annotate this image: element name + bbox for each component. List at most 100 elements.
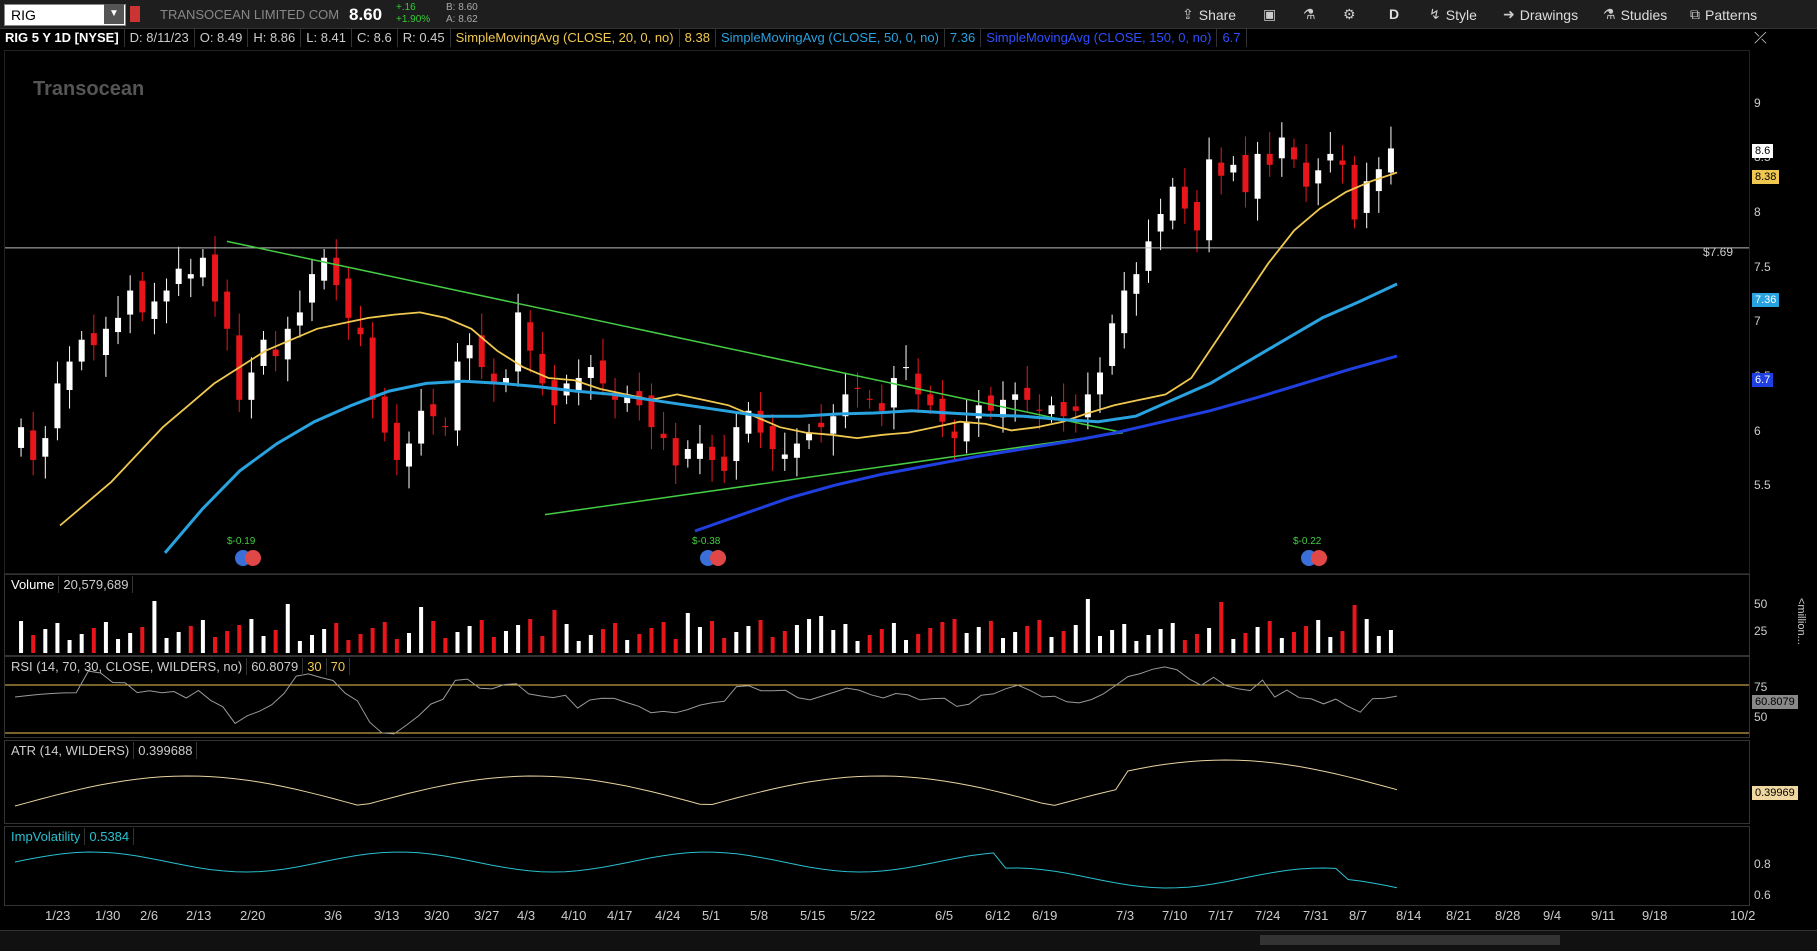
- volume-bar: [91, 628, 96, 653]
- studies-button[interactable]: ⚗ Studies: [1603, 6, 1667, 23]
- volume-bar: [552, 610, 557, 653]
- date-label: 3/20: [424, 908, 450, 923]
- date-label: 5/1: [702, 908, 721, 923]
- volume-bar: [249, 619, 254, 653]
- volume-bar: [431, 621, 436, 653]
- date-label: 7/10: [1162, 908, 1188, 923]
- atr-pane[interactable]: ATR (14, WILDERS) 0.399688: [4, 740, 1750, 824]
- date-label: 2/6: [140, 908, 159, 923]
- candle-body: [127, 290, 134, 315]
- sma50-label[interactable]: SimpleMovingAvg (CLOSE, 50, 0, no): [716, 28, 945, 47]
- volume-bar: [273, 630, 278, 653]
- volume-bar: [1255, 627, 1260, 653]
- last-price: 8.60: [349, 5, 383, 24]
- volume-bar: [1267, 621, 1272, 653]
- sma20-line: [59, 171, 1398, 527]
- candle-body: [296, 312, 303, 326]
- volume-bar: [225, 631, 230, 653]
- volume-bar: [1194, 634, 1199, 653]
- earnings-label: $-0.22: [1293, 536, 1322, 547]
- candle-body: [1387, 148, 1394, 173]
- style-button[interactable]: ↯ Style: [1429, 6, 1477, 23]
- volume-bar: [1182, 640, 1187, 653]
- volume-bar: [79, 634, 84, 653]
- candle-body: [1303, 162, 1310, 187]
- news-button[interactable]: ▣: [1263, 6, 1276, 23]
- lab-button[interactable]: ⚗: [1303, 6, 1316, 23]
- candle-body: [793, 443, 800, 458]
- drawings-button[interactable]: ➜ Drawings: [1503, 6, 1578, 23]
- period-button[interactable]: D: [1389, 6, 1399, 22]
- rsi-low: 30: [303, 658, 327, 675]
- crosshair-icon[interactable]: ⤫: [1754, 30, 1767, 47]
- candle-body: [1169, 186, 1176, 221]
- candle-body: [1266, 153, 1273, 165]
- candle-body: [1109, 323, 1116, 366]
- candle-body: [745, 410, 752, 434]
- volume-bar: [734, 632, 739, 653]
- candle-body: [1048, 405, 1055, 415]
- rsi-pane[interactable]: RSI (14, 70, 30, CLOSE, WILDERS, no) 60.8…: [4, 656, 1750, 738]
- sma20-label[interactable]: SimpleMovingAvg (CLOSE, 20, 0, no): [451, 28, 680, 47]
- study-header: RIG 5 Y 1D [NYSE] D: 8/11/23 O: 8.49 H: 8.8…: [0, 28, 1750, 50]
- volume-chart[interactable]: [5, 575, 1749, 655]
- sma150-label[interactable]: SimpleMovingAvg (CLOSE, 150, 0, no): [981, 28, 1218, 47]
- change-percent: +1.90%: [396, 14, 431, 25]
- atr-chart[interactable]: [5, 741, 1749, 823]
- candle-body: [1036, 409, 1043, 411]
- candle-body: [454, 361, 461, 431]
- ask-value: A: 8.62: [446, 14, 478, 25]
- candle-body: [42, 438, 49, 457]
- volume-pane[interactable]: Volume 20,579,689: [4, 574, 1750, 656]
- impvol-pane[interactable]: ImpVolatility 0.5384: [4, 826, 1750, 906]
- volume-bar: [358, 634, 363, 653]
- candle-body: [890, 377, 897, 408]
- volume-bar: [976, 627, 981, 653]
- rsi-chart[interactable]: [5, 657, 1749, 737]
- symbol-input[interactable]: RIG: [4, 4, 126, 26]
- symbol-dropdown-icon[interactable]: ▼: [104, 4, 124, 24]
- share-label: Share: [1198, 6, 1237, 23]
- volume-bar: [528, 619, 533, 653]
- candle-body: [284, 328, 291, 360]
- bid-ask: B: 8.60 A: 8.62: [446, 2, 478, 26]
- candle-body: [1218, 162, 1225, 176]
- scrollbar[interactable]: [0, 930, 1817, 951]
- impvol-value: 0.5384: [85, 828, 135, 845]
- patterns-icon: ⧉: [1690, 6, 1700, 22]
- candle-body: [854, 387, 861, 389]
- scroll-thumb[interactable]: [1260, 935, 1560, 945]
- flask-icon: ⚗: [1303, 6, 1316, 22]
- flag-icon[interactable]: [130, 6, 140, 22]
- volume-bar: [1085, 599, 1090, 653]
- settings-button[interactable]: ⚙: [1343, 6, 1356, 23]
- date-label: 3/6: [324, 908, 343, 923]
- volume-bar: [1037, 620, 1042, 653]
- volume-bar: [891, 623, 896, 653]
- candle-body: [369, 337, 376, 400]
- candle-body: [551, 380, 558, 406]
- volume-bar: [164, 638, 169, 653]
- dividend-icon: [1311, 550, 1327, 566]
- impvol-chart[interactable]: [5, 827, 1749, 905]
- share-button[interactable]: ⇪ Share: [1182, 6, 1236, 23]
- volume-bar: [1352, 605, 1357, 653]
- candle-body: [430, 404, 437, 417]
- style-label: Style: [1445, 6, 1477, 23]
- price-pane[interactable]: Transocean $-0.19 $-0.38 $-0.22: [4, 50, 1750, 574]
- arrow-right-icon: ➜: [1503, 6, 1515, 22]
- candle-body: [624, 394, 631, 404]
- volume-bar: [200, 620, 205, 653]
- candle-body: [30, 430, 37, 460]
- candle-body: [1242, 155, 1249, 193]
- candle-body: [975, 405, 982, 419]
- price-chart[interactable]: Transocean $-0.19 $-0.38 $-0.22: [5, 51, 1749, 573]
- candle-body: [781, 454, 788, 459]
- candle-body: [818, 422, 825, 428]
- volume-bar: [710, 621, 715, 653]
- date-label: 8/21: [1446, 908, 1472, 923]
- candle-body: [806, 432, 813, 441]
- patterns-button[interactable]: ⧉ Patterns: [1690, 6, 1757, 23]
- rsi-line: [14, 666, 1398, 735]
- rsi-label: RSI (14, 70, 30, CLOSE, WILDERS, no): [7, 658, 248, 675]
